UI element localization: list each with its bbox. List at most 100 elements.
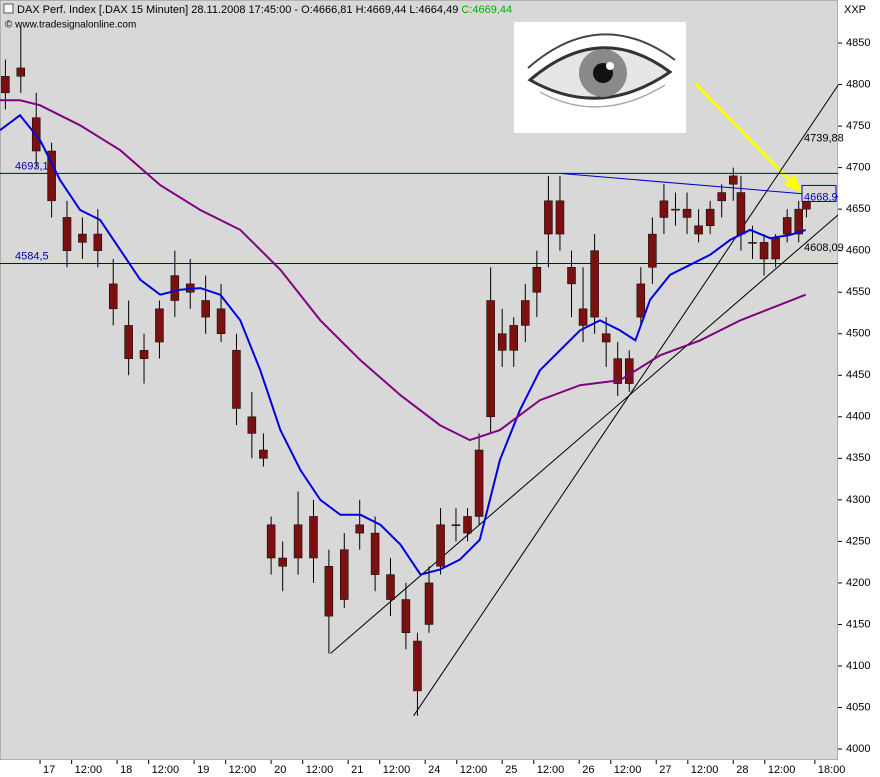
candle-body [567,267,576,285]
annotation: 4608,09 [804,242,844,254]
x-tick-label: 12:00 [306,764,334,776]
candle-body [544,200,553,235]
x-tick-label: 18 [120,764,132,776]
candle-body [771,237,780,260]
candle-body [625,358,634,384]
trend-line [330,214,839,654]
candle-body [386,574,395,600]
candle-body [636,283,646,318]
annotation-label: 4608,09 [804,242,844,254]
y-tick-label: 4650 [846,203,870,215]
candle-body [47,150,56,202]
arrow [693,81,802,193]
annotation: 4739,88 [804,132,844,144]
y-tick-label: 4300 [846,494,870,506]
candle-body [413,640,422,692]
y-tick-label: 4150 [846,618,870,630]
y-tick-label: 4350 [846,452,870,464]
y-tick-label: 4750 [846,120,870,132]
candle-body [474,449,484,517]
candle-body [278,557,287,567]
x-tick-label: 12:00 [768,764,796,776]
trend-line [559,172,839,198]
candle-body [266,524,276,559]
y-tick-label: 4850 [846,37,870,49]
y-tick-label: 4600 [846,245,870,257]
y-axis-area [838,0,880,777]
x-tick-label: 28 [736,764,748,776]
candle-body [613,358,622,384]
candle-body [578,308,588,326]
data-layer: 4000 4050 4100 4150 4200 4250 4300 4350 4400 4450… [0,26,870,776]
x-axis-area [0,760,838,777]
candle-body [486,300,495,418]
candle-body [293,524,303,559]
plot-area [0,0,839,761]
y-tick-label: 4050 [846,701,870,713]
candle-body [729,175,738,185]
x-tick-label: 12:00 [383,764,411,776]
x-tick-label: 12:00 [537,764,565,776]
candle-body [324,566,334,617]
x-tick-label: 26 [582,764,594,776]
candle-body [736,192,746,235]
candle-body [463,516,472,534]
candle-body [259,449,268,459]
candle-body [748,242,757,244]
candle-body [694,225,703,235]
candle-body [355,524,364,534]
x-tick-label: 12:00 [152,764,180,776]
candle-body [216,308,226,334]
x-tick-label: 12:00 [460,764,488,776]
annotation-label: 4668,9 [804,191,838,203]
x-tick-label: 12:00 [614,764,642,776]
y-tick-label: 4500 [846,328,870,340]
candle-body [671,208,680,211]
x-tick-label: 24 [428,764,440,776]
candle-body [682,208,692,218]
source: © www.tradesignalonline.com [5,20,136,31]
candle-body [509,325,518,351]
candle-body [532,267,542,293]
moving-average [0,113,807,576]
close-label: C:4669,44 [461,4,512,16]
candle-body [759,242,769,260]
eye-image [514,22,686,133]
title-icon [3,3,14,14]
candle-body [705,208,715,227]
x-tick-label: 12:00 [691,764,719,776]
x-tick-label: 21 [351,764,363,776]
candle-body [497,333,507,351]
candle-body [436,524,445,567]
x-tick-label: 12:00 [229,764,257,776]
moving-average [0,99,807,442]
y-tick-label: 4000 [846,743,870,755]
candle-body [401,599,411,634]
y-tick-label: 4700 [846,162,870,174]
candle-body [782,217,792,235]
candle-body [659,200,669,218]
candle-body [521,300,530,326]
y-tick-label: 4450 [846,369,870,381]
candle-body [370,532,380,575]
y-tick-label: 4800 [846,78,870,90]
candle-body [451,524,461,527]
annotation: 4668,9 [801,184,838,203]
candle-body [93,233,103,251]
title-text: DAX Perf. Index [.DAX 15 Minuten] 28.11.… [17,4,461,16]
annotation-label: 4739,88 [804,132,844,144]
candle-body [170,275,180,301]
level-label: 4584,5 [15,250,49,262]
candle-body [78,233,87,243]
candle-body [717,192,726,202]
candle-body [601,333,611,343]
level-label: 4693,1 [15,160,49,172]
chart-title: DAX Perf. Index [.DAX 15 Minuten] 28.11.… [17,4,512,16]
candle-body [424,582,434,625]
candle-body [794,208,803,235]
y-tick-label: 4200 [846,577,870,589]
candle-body [108,283,118,310]
candle-body [590,250,599,318]
